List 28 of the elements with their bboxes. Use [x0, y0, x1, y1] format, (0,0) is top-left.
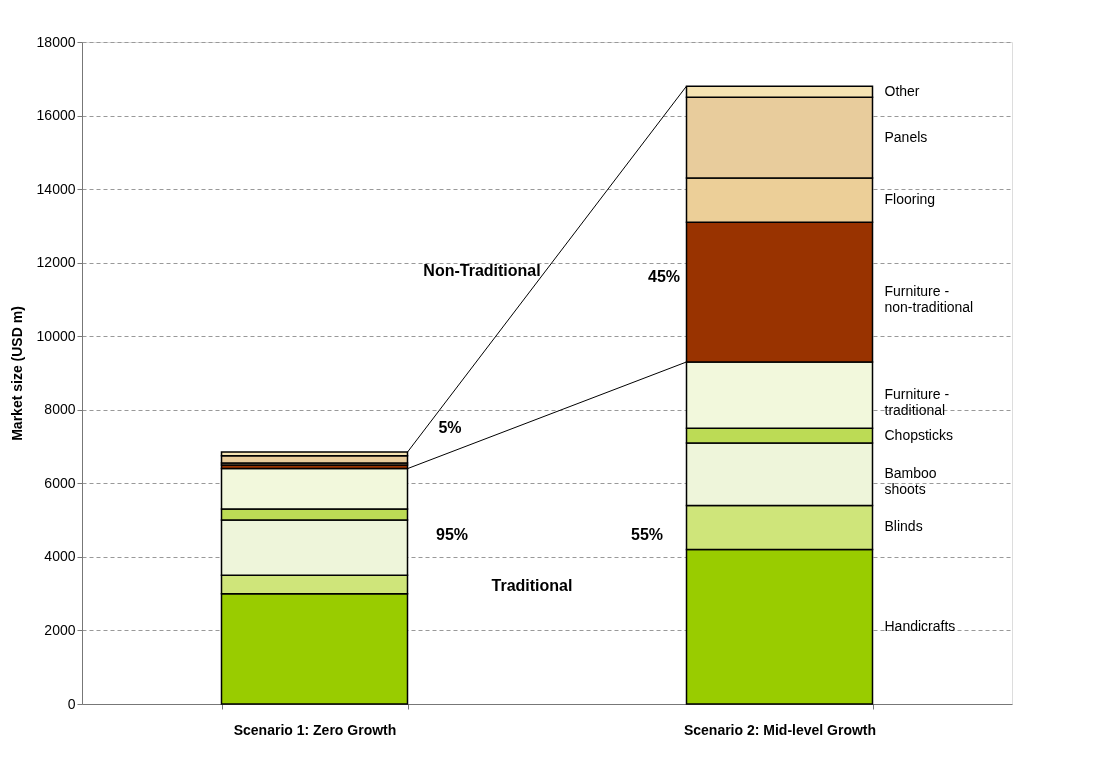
annotation: 95% [435, 526, 469, 543]
series-label: Other [884, 82, 920, 99]
y-tick-label: 6000 [44, 474, 76, 491]
series-label: Panels [884, 128, 928, 145]
series-label: Chopsticks [884, 426, 953, 443]
series-label: Flooring [884, 191, 936, 208]
series-label: Furniture - non-traditional [884, 283, 974, 316]
series-label: Handicrafts [884, 617, 956, 634]
series-label: Furniture - traditional [884, 386, 950, 419]
y-axis-title: Market size (USD m) [8, 306, 25, 441]
y-tick-label: 16000 [36, 107, 76, 124]
y-tick-label: 18000 [36, 33, 76, 50]
y-tick-label: 0 [67, 695, 76, 712]
series-label: Bamboo shoots [884, 465, 937, 498]
annotation: 45% [647, 268, 681, 285]
y-tick-label: 4000 [44, 548, 76, 565]
y-tick-label: 2000 [44, 621, 76, 638]
x-tick-label: Scenario 2: Mid-level Growth [683, 721, 877, 738]
y-tick-label: 10000 [36, 327, 76, 344]
annotation: 55% [630, 526, 664, 543]
y-tick-label: 14000 [36, 180, 76, 197]
x-tick-label: Scenario 1: Zero Growth [233, 721, 397, 738]
y-tick-label: 8000 [44, 401, 76, 418]
y-tick-label: 12000 [36, 254, 76, 271]
series-label: Blinds [884, 518, 923, 535]
annotation: Traditional [491, 577, 573, 594]
annotation: 5% [438, 419, 462, 436]
annotation: Non-Traditional [423, 262, 541, 279]
